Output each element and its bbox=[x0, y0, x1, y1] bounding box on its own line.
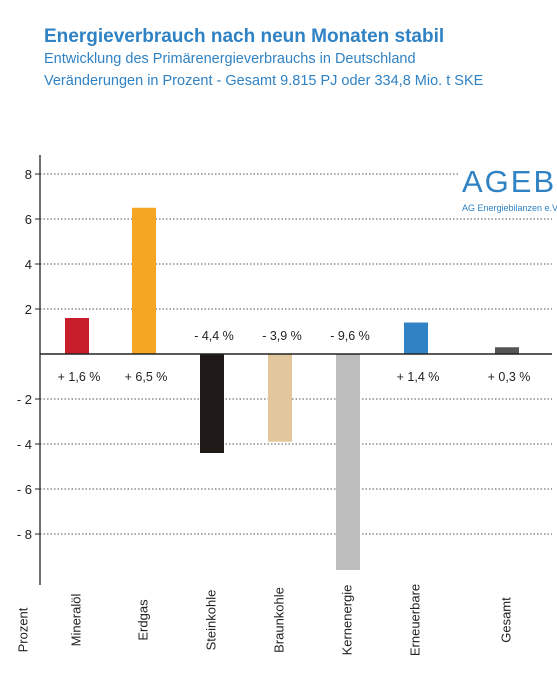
data-label: + 0,3 % bbox=[488, 370, 531, 384]
category-label: Steinkohle bbox=[203, 590, 218, 651]
category-label: Kernenergie bbox=[339, 585, 354, 656]
chart-subtitle: Entwicklung des Primärenergieverbrauchs … bbox=[44, 51, 416, 67]
data-label: - 9,6 % bbox=[330, 329, 370, 343]
y-tick-label: - 6 bbox=[17, 482, 32, 497]
bar-steinkohle bbox=[200, 354, 224, 453]
category-label: Braunkohle bbox=[271, 587, 286, 653]
chart-subtitle-units: Veränderungen in Prozent - Gesamt 9.815 … bbox=[44, 73, 484, 89]
bar-gesamt bbox=[495, 347, 519, 354]
y-tick-label: 8 bbox=[25, 167, 32, 182]
data-label: + 1,4 % bbox=[397, 370, 440, 384]
data-label: - 3,9 % bbox=[262, 329, 302, 343]
y-tick-label: - 4 bbox=[17, 437, 32, 452]
y-tick-label: 6 bbox=[25, 212, 32, 227]
category-label: Erdgas bbox=[135, 599, 150, 641]
data-label: + 1,6 % bbox=[58, 370, 101, 384]
y-tick-label: 2 bbox=[25, 302, 32, 317]
category-label: Mineralöl bbox=[68, 594, 83, 647]
ageb-logo-subtitle: AG Energiebilanzen e.V. bbox=[462, 203, 557, 213]
bar-erdgas bbox=[132, 207, 156, 354]
ageb-logo: AGEB bbox=[460, 164, 557, 199]
category-label: Erneuerbare bbox=[407, 584, 422, 656]
data-label: - 4,4 % bbox=[194, 329, 234, 343]
bar-mineralöl bbox=[65, 318, 89, 354]
y-tick-label: 4 bbox=[25, 257, 32, 272]
bar-kernenergie bbox=[336, 354, 360, 570]
category-label: Gesamt bbox=[498, 597, 513, 643]
bar-erneuerbare bbox=[404, 322, 428, 354]
bar-braunkohle bbox=[268, 354, 292, 442]
y-tick-label: - 2 bbox=[17, 392, 32, 407]
data-label: + 6,5 % bbox=[125, 370, 168, 384]
x-axis-label: Prozent bbox=[15, 607, 30, 652]
y-tick-label: - 8 bbox=[17, 527, 32, 542]
chart-title: Energieverbrauch nach neun Monaten stabi… bbox=[44, 26, 445, 47]
